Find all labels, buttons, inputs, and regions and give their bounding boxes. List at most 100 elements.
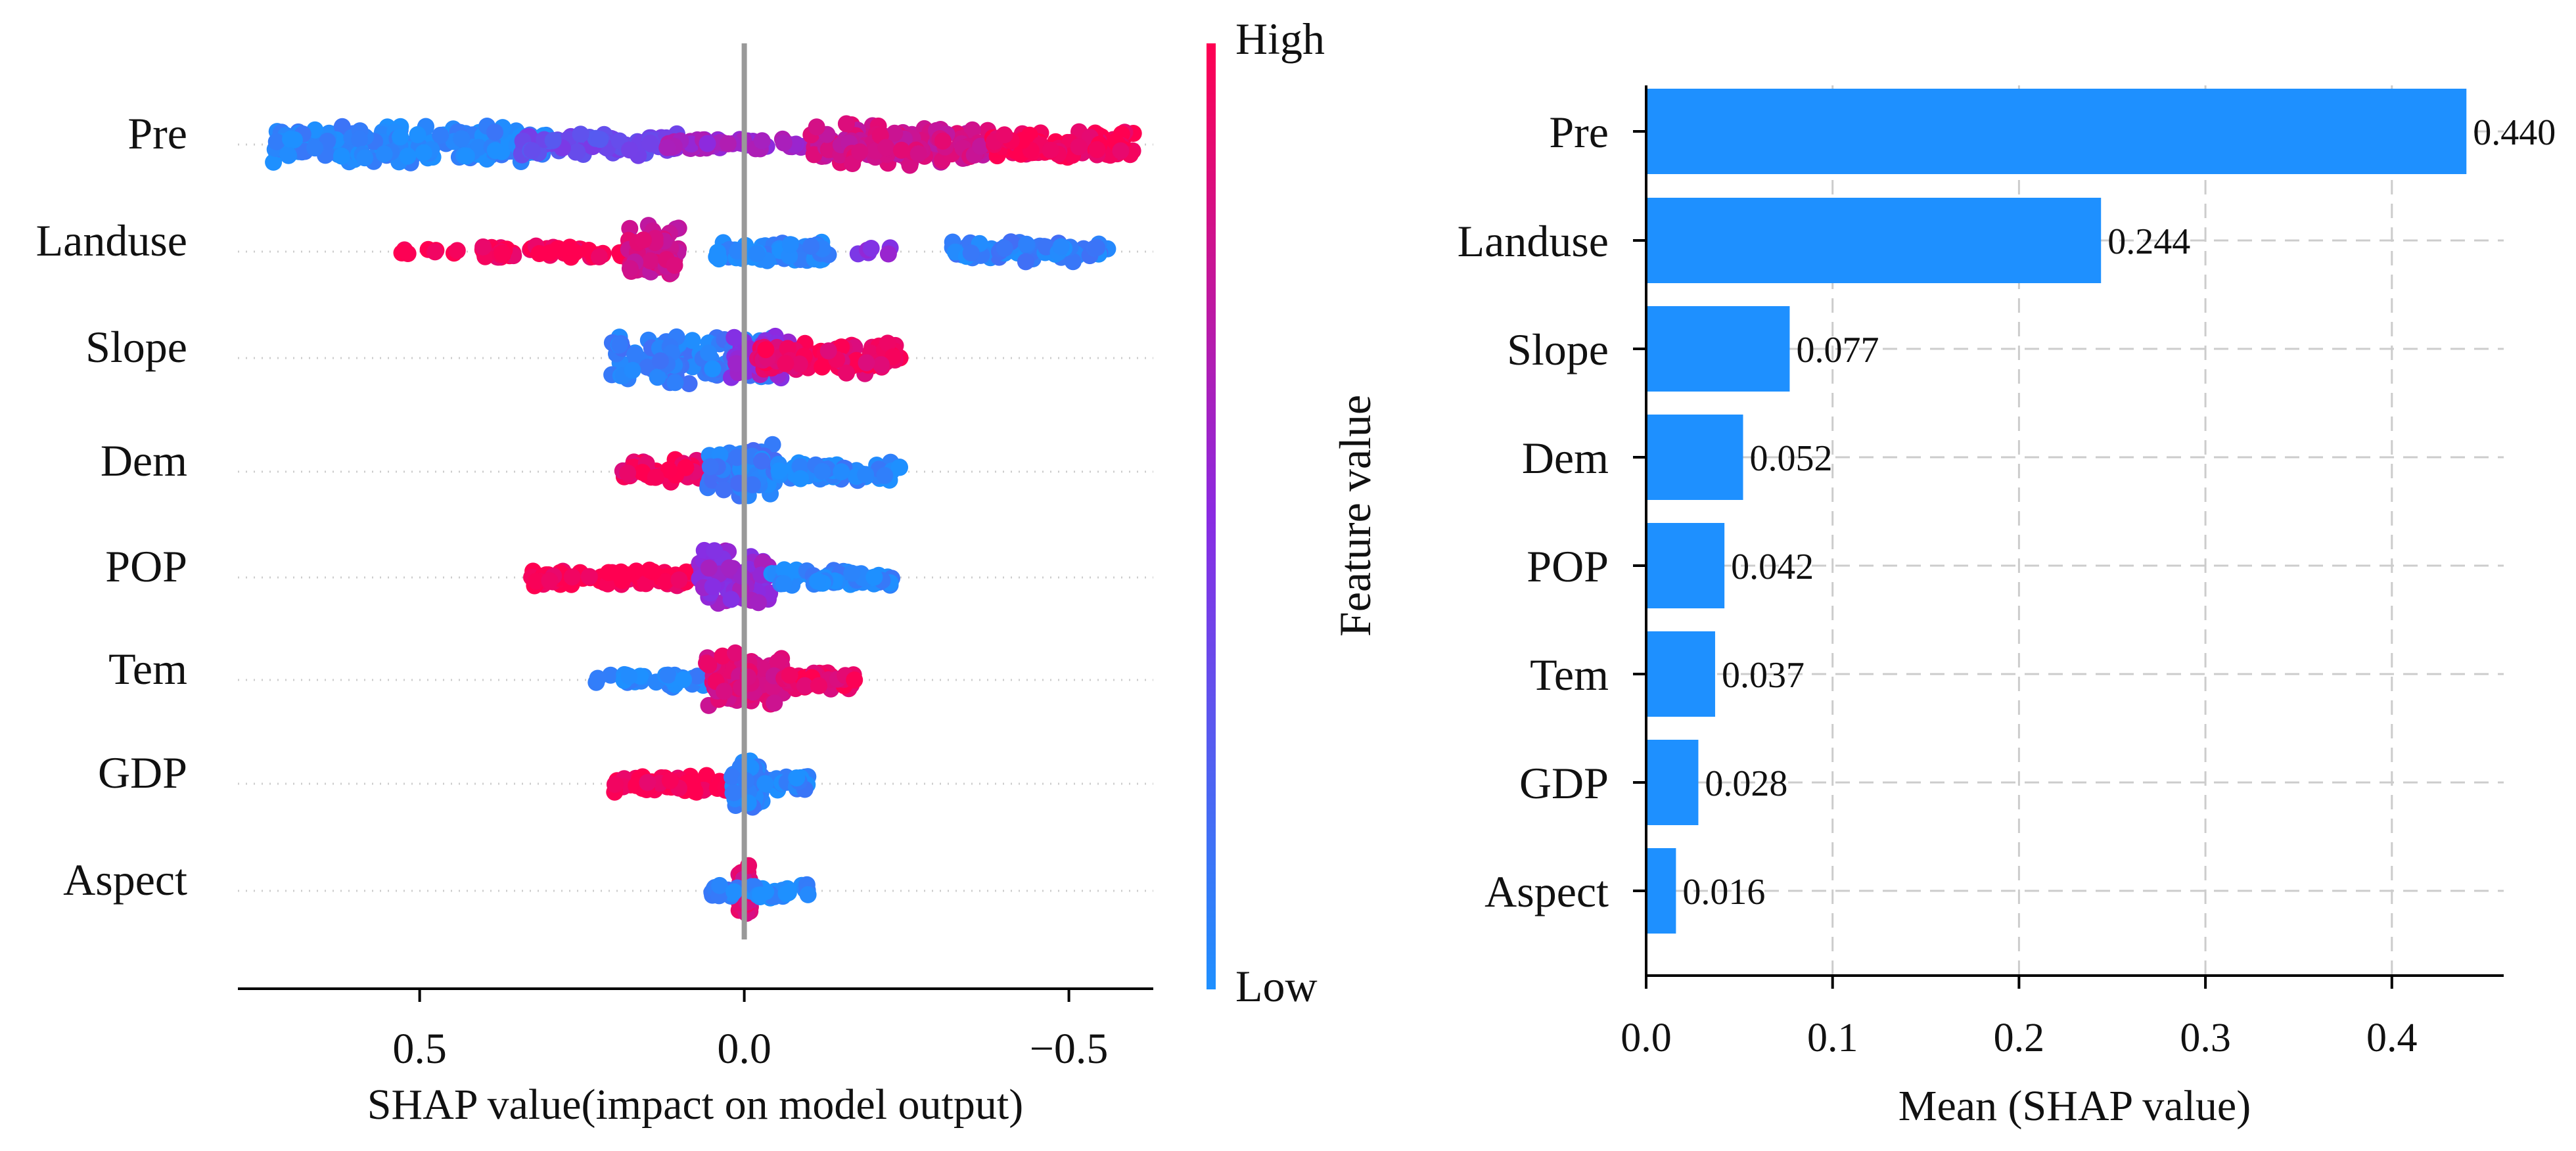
beeswarm-point [333,147,350,165]
colorbar-low-label: Low [1235,961,1318,1011]
beeswarm-point [775,575,793,593]
beeswarm-point [720,559,738,577]
beeswarm-point [660,461,678,479]
beeswarm-point [704,360,722,378]
beeswarm-point [306,139,324,157]
beeswarm-point [700,559,718,577]
beeswarm-point [715,683,733,700]
beeswarm-point [699,135,716,152]
bar-x-tick-label: 0.3 [2180,1016,2231,1060]
bee-x-tick-label: −0.5 [1030,1025,1109,1073]
bar-value-label: 0.077 [1796,330,1879,371]
beeswarm-point [714,647,731,665]
shap-beeswarm-chart: Pre Landuse Slope Dem POP Tem GDP Aspect… [36,14,1380,1129]
beeswarm-point [591,131,609,148]
beeswarm-point [656,573,674,591]
beeswarm-point [879,334,896,352]
feature-label-slope: Slope [85,322,187,372]
beeswarm-point [641,561,658,579]
beeswarm-point [810,677,827,694]
beeswarm-point [453,130,471,148]
mean-shap-bar-chart: Pre Landuse Slope Dem POP Tem GDP Aspect… [1458,85,2556,1130]
beeswarm-point [1088,141,1106,158]
beeswarm-point [626,346,644,363]
beeswarm-point [619,464,637,482]
beeswarm-point [568,143,586,161]
beeswarm-point [280,147,297,164]
beeswarm-point [647,468,664,486]
beeswarm-point [857,466,875,484]
beeswarm-point [700,344,718,362]
beeswarm-point [753,132,771,150]
bar-aspect [1646,848,1676,934]
beeswarm-point [415,144,432,162]
colorbar-high-label: High [1235,14,1325,64]
beeswarm-point [962,244,980,262]
beeswarm-point [530,245,548,262]
beeswarm-point [838,364,855,382]
beeswarm-point [769,653,787,671]
beeswarm-point [819,342,837,360]
bar-label-landuse: Landuse [1458,216,1609,266]
beeswarm-point [698,767,716,784]
beeswarm-point [704,577,722,595]
beeswarm-point [700,656,718,674]
beeswarm-point [729,242,746,260]
beeswarm-point [1112,142,1130,160]
beeswarm-point [743,476,761,493]
beeswarm-point [265,153,283,171]
beeswarm-point [651,352,669,370]
beeswarm-point [843,564,861,582]
beeswarm-point [711,876,729,894]
beeswarm-point [715,481,733,499]
feature-label-pop: POP [105,541,187,591]
beeswarm-point [658,139,676,156]
beeswarm-point [706,542,724,560]
beeswarm-point [777,885,795,903]
beeswarm-point [356,149,374,167]
beeswarm-point [1017,253,1034,271]
beeswarm-point [972,137,990,155]
beeswarm-point [457,147,475,165]
beeswarm-point [375,145,393,163]
bar-value-label: 0.028 [1705,763,1787,804]
bar-x-tick-label: 0.4 [2366,1016,2418,1060]
beeswarm-point [620,667,638,685]
bar-x-axis-label: Mean (SHAP value) [1898,1082,2251,1130]
beeswarm-point [892,141,910,159]
beeswarm-point [862,240,880,257]
beeswarm-point [589,669,607,687]
beeswarm-point [851,143,869,161]
beeswarm-point [886,124,904,142]
beeswarm-point [610,336,628,353]
beeswarm-point [1088,238,1106,256]
feature-label-landuse: Landuse [36,215,187,265]
beeswarm-point [996,239,1013,257]
beeswarm-point [775,134,793,152]
beeswarm-point [621,260,639,277]
beeswarm-point [876,466,894,484]
beeswarm-point [757,341,775,359]
beeswarm-point [728,449,746,466]
beeswarm-point [399,147,417,165]
colorbar-gradient [1207,43,1216,989]
beeswarm-point [796,677,814,694]
beeswarm-point [486,124,503,141]
beeswarm-point [319,133,336,150]
bar-label-dem: Dem [1522,433,1609,483]
beeswarm-point [865,568,883,586]
beeswarm-point [666,374,684,392]
beeswarm-point [858,354,875,372]
beeswarm-point [624,361,641,379]
bar-value-label: 0.016 [1682,872,1765,913]
bar-value-label: 0.244 [2107,221,2190,262]
beeswarm-point [725,883,743,901]
beeswarm-point [561,238,579,256]
beeswarm-point [846,671,863,688]
bar-series [1646,89,2467,934]
beeswarm-point [639,774,656,791]
bar-y-ticks [1633,130,1646,892]
beeswarm-point [1070,138,1088,156]
beeswarm-point [788,769,806,787]
